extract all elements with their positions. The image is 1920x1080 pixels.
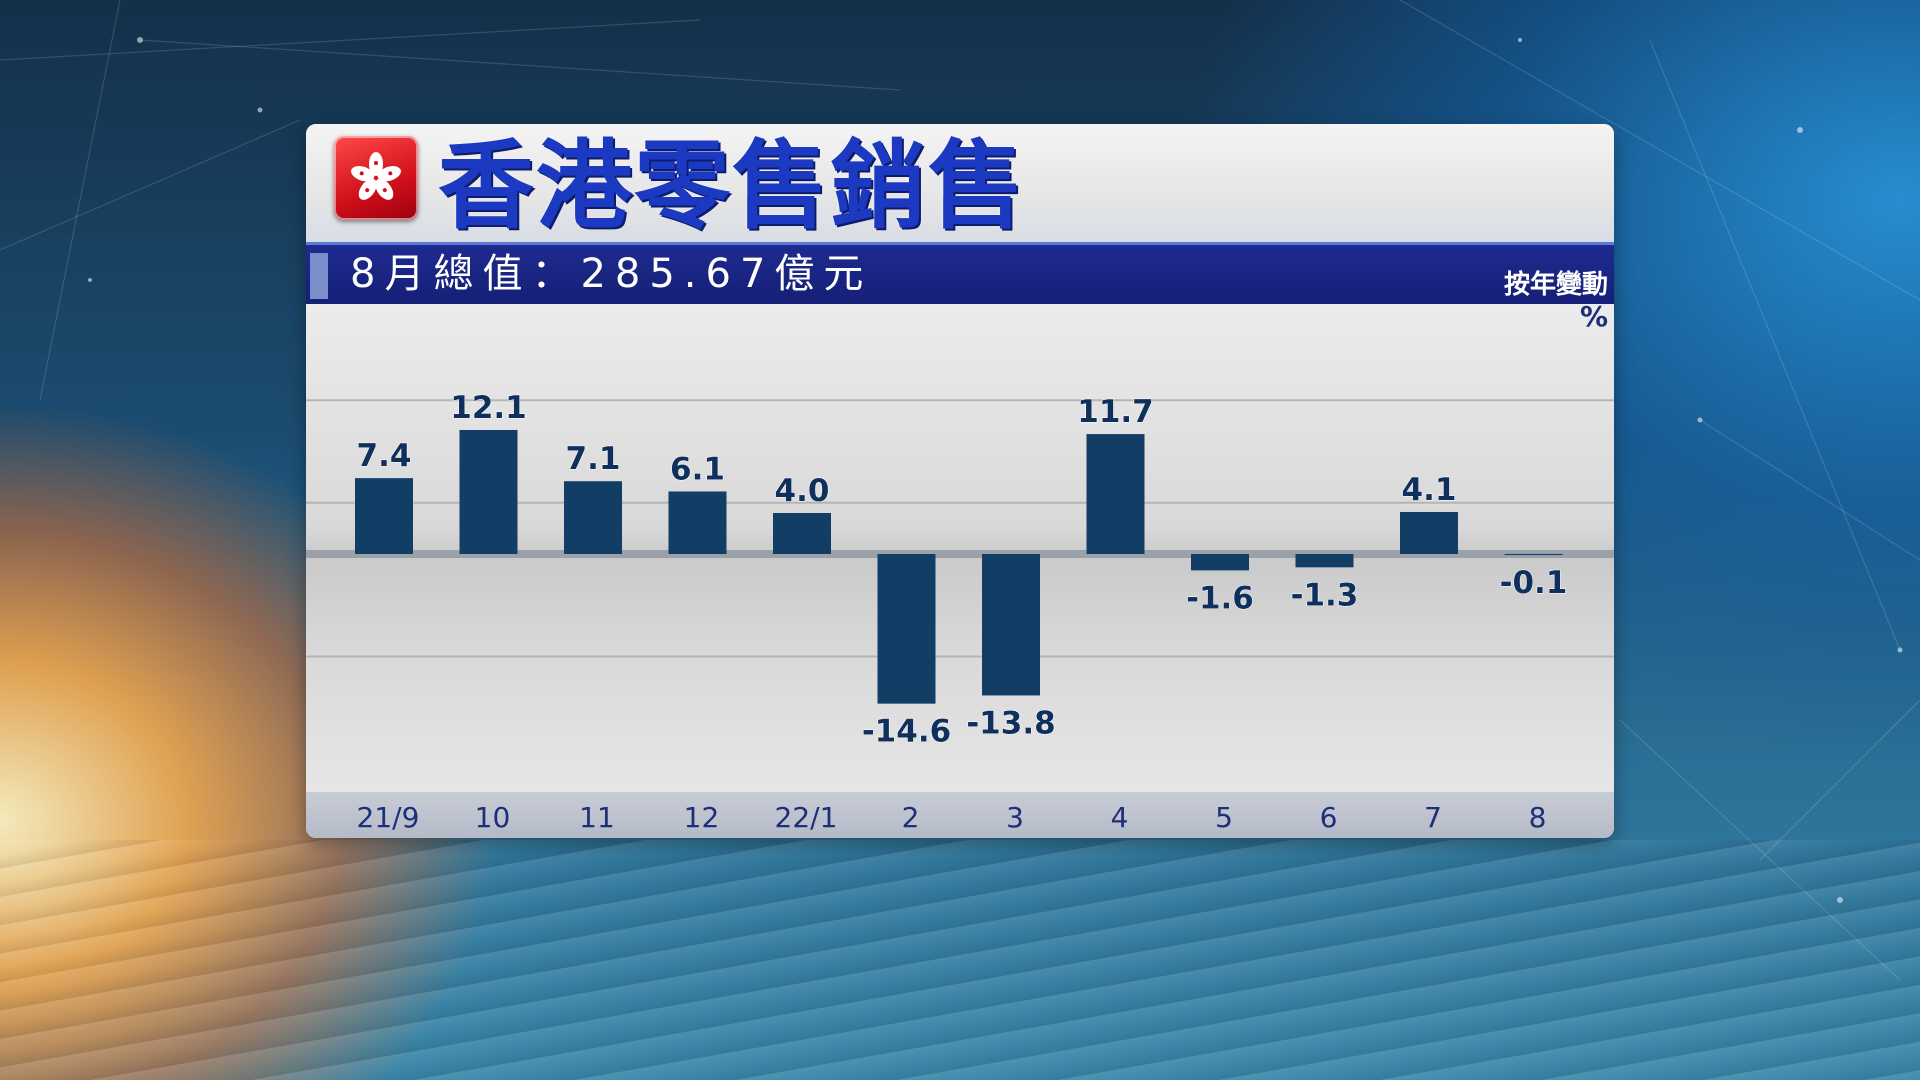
x-tick-label-9: 6 [1320, 801, 1338, 834]
x-tick-label-2: 11 [579, 801, 615, 834]
background-floor-texture [0, 840, 1920, 1080]
x-tick-label-6: 3 [1006, 801, 1024, 834]
data-label-8: -1.6 [1186, 580, 1254, 616]
x-tick-label-5: 2 [902, 801, 920, 834]
unit-label: % [1579, 300, 1608, 333]
x-tick-label-1: 10 [475, 801, 511, 834]
x-tick-label-8: 5 [1215, 801, 1233, 834]
bar-group-3: 6.1 12 [668, 451, 727, 834]
bar-chart: 7.4 21/9 12.1 10 7.1 11 6.1 12 4.0 22/1 -14.6 2 -13.… [306, 389, 1614, 834]
data-label-6: -13.8 [966, 705, 1055, 741]
bar-group-2: 7.1 11 [564, 441, 622, 834]
panel-header: 香港零售銷售 [306, 124, 1614, 242]
subtitle-total-value: 8月總值：285.67億元 [350, 251, 873, 297]
data-label-0: 7.4 [357, 438, 412, 474]
data-label-3: 6.1 [670, 451, 725, 487]
x-axis-band [306, 792, 1614, 838]
bar-1 [459, 429, 518, 554]
bar-8 [1191, 554, 1249, 571]
bar-7 [1086, 434, 1145, 554]
bar-0 [355, 478, 413, 554]
bar-5 [877, 554, 936, 704]
data-label-1: 12.1 [450, 390, 527, 426]
bar-11 [1504, 554, 1563, 556]
bar-group-4: 4.0 22/1 [773, 473, 837, 834]
x-tick-label-4: 22/1 [775, 801, 838, 834]
data-label-4: 4.0 [775, 473, 830, 509]
bar-group-11: -0.1 8 [1499, 554, 1568, 834]
bar-4 [773, 513, 831, 554]
data-label-11: -0.1 [1500, 565, 1568, 601]
bar-group-8: -1.6 5 [1186, 554, 1254, 834]
x-tick-label-10: 7 [1424, 801, 1442, 834]
bar-group-10: 4.17 [1400, 471, 1458, 834]
x-tick-label-3: 12 [684, 801, 720, 834]
x-tick-label-0: 21/9 [357, 801, 420, 834]
hong-kong-flag-icon [334, 136, 418, 220]
bar-group-5: -14.6 2 [861, 554, 952, 834]
subtitle-accent [310, 253, 328, 299]
yoy-change-label: 按年變動 [1503, 270, 1608, 300]
bar-10 [1400, 511, 1458, 554]
x-tick-label-7: 4 [1111, 801, 1129, 834]
chart-panel: 香港零售銷售 8月總值：285.67億元 按年變動 % 7.4 21/9 12.1 1… [306, 124, 1614, 838]
bar-6 [982, 554, 1040, 696]
data-label-5: -14.6 [862, 714, 951, 750]
bar-9 [1295, 554, 1354, 568]
bar-group-7: 11.74 [1077, 394, 1155, 834]
chart-title: 香港零售銷售 [438, 130, 1026, 242]
bar-3 [668, 491, 727, 554]
x-tick-label-11: 8 [1529, 801, 1547, 834]
bar-group-6: -13.8 3 [966, 554, 1056, 834]
data-label-7: 11.7 [1077, 394, 1154, 430]
zero-axis-line [306, 550, 1614, 558]
bar-group-0: 7.4 21/9 [355, 438, 419, 834]
bar-group-1: 12.1 10 [450, 389, 528, 834]
data-label-10: 4.1 [1402, 472, 1457, 508]
bar-2 [564, 481, 622, 554]
subtitle-bar: 8月總值：285.67億元 按年變動 [306, 242, 1614, 307]
data-label-2: 7.1 [566, 441, 621, 477]
data-label-9: -1.3 [1291, 577, 1359, 613]
bar-group-9: -1.3 6 [1290, 554, 1359, 834]
plot-area [306, 304, 1614, 792]
